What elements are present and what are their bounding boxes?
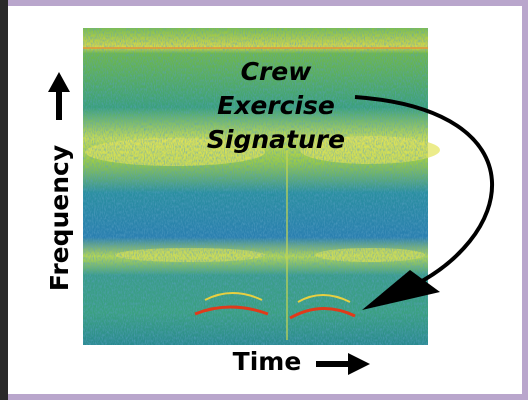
annotation-line: Crew xyxy=(241,57,313,86)
spectrogram-noise xyxy=(83,28,428,345)
signature-arc xyxy=(289,306,356,320)
y-axis-label: Frequency xyxy=(45,145,74,291)
annotation-arrow xyxy=(354,95,494,294)
spectrogram xyxy=(83,28,440,345)
frame-edge xyxy=(0,0,8,400)
signature-arc xyxy=(194,305,269,316)
x-axis-label: Time xyxy=(233,347,302,376)
y-axis-arrowhead xyxy=(48,72,70,92)
x-axis-arrowhead xyxy=(348,353,370,375)
signature-harmonic xyxy=(204,292,263,301)
annotation-arrowhead xyxy=(362,270,440,310)
annotation-line: Exercise xyxy=(217,91,335,120)
annotation-line: Signature xyxy=(207,125,345,154)
signature-harmonic xyxy=(297,294,351,303)
